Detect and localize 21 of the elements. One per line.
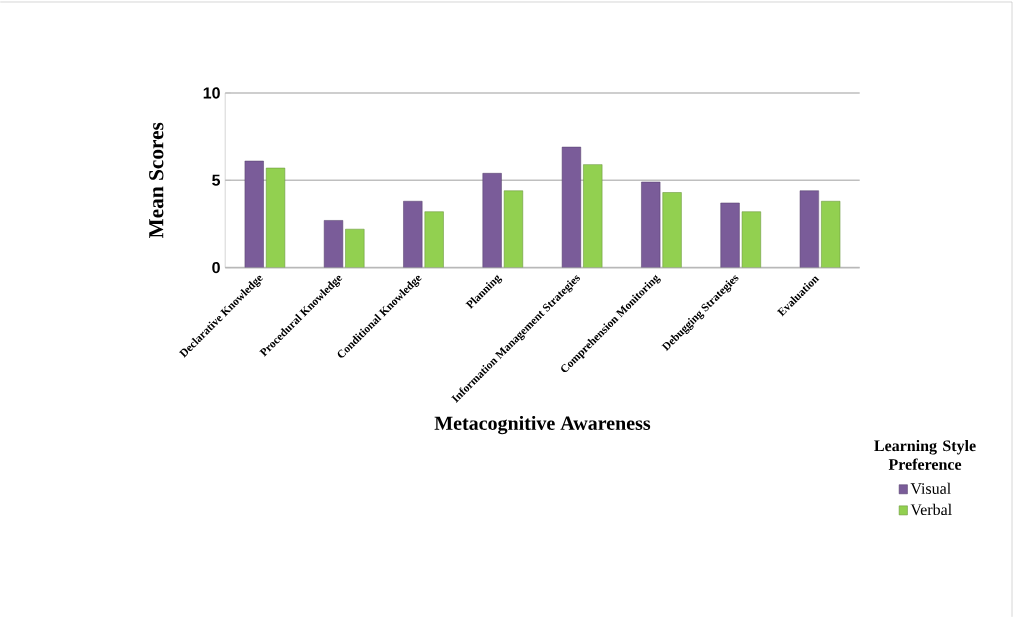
bar	[583, 164, 603, 268]
bar	[265, 167, 286, 268]
bar	[403, 201, 423, 268]
legend-title: Learning Style Preference	[874, 439, 976, 470]
bar	[662, 192, 682, 268]
bar	[741, 211, 761, 268]
legend-label: Visual	[910, 482, 951, 495]
y-axis-title: Mean Scores	[149, 122, 164, 239]
bar	[561, 146, 582, 268]
bar	[482, 173, 502, 268]
bar	[424, 211, 444, 268]
bar	[799, 190, 819, 268]
bar	[345, 228, 365, 268]
x-axis-title: Metacognitive Awareness	[434, 416, 651, 435]
y-tick-label: 0	[212, 262, 220, 274]
y-tick-label: 5	[212, 174, 221, 186]
bar	[244, 160, 264, 268]
bar	[503, 190, 524, 268]
y-tick-label: 10	[203, 87, 220, 99]
legend-label: Verbal	[910, 503, 952, 516]
bar	[720, 202, 740, 268]
